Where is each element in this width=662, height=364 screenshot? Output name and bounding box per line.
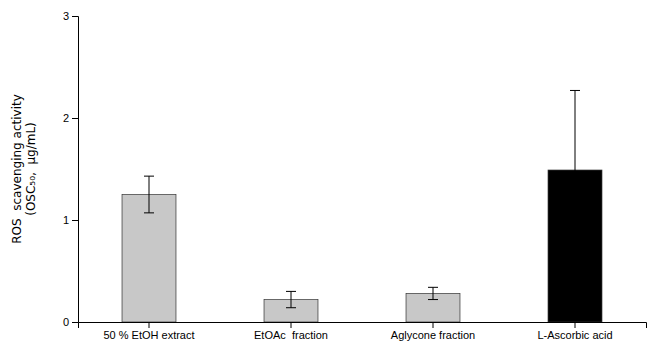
x-tick-label: Aglycone fraction <box>391 329 475 341</box>
y-axis-title-line: ROS scavenging activity <box>10 94 24 244</box>
x-tick-mark <box>575 322 576 328</box>
x-tick-mark <box>149 322 150 328</box>
x-axis-line <box>79 323 647 329</box>
chart: 0 1 2 3 50 % EtOH extract EtOAc fraction Aglyc… <box>0 0 662 364</box>
marks <box>122 90 602 322</box>
x-tick: 50 % EtOH extract <box>103 322 194 341</box>
x-axis: 50 % EtOH extract EtOAc fraction Aglycone … <box>79 322 647 341</box>
y-axis-title: ROS scavenging activity(OSC₅₀, μg/mL) <box>10 94 38 244</box>
y-axis-line <box>72 17 79 323</box>
x-tick-label: EtOAc fraction <box>254 329 328 341</box>
y-tick-mark <box>72 118 78 119</box>
x-tick: EtOAc fraction <box>254 322 328 341</box>
y-tick-label: 3 <box>63 10 69 22</box>
plot: 0 1 2 3 50 % EtOH extract EtOAc fraction Aglyc… <box>63 10 647 341</box>
y-tick: 3 <box>63 10 78 22</box>
x-tick-label: L-Ascorbic acid <box>537 329 612 341</box>
y-tick-mark <box>72 322 78 323</box>
y-tick-label: 1 <box>63 214 69 226</box>
y-tick-mark <box>72 220 78 221</box>
y-tick: 2 <box>63 112 78 124</box>
y-tick-mark <box>72 16 78 17</box>
y-tick-label: 2 <box>63 112 69 124</box>
y-axis: 0 1 2 3 <box>63 10 79 328</box>
x-tick-mark <box>433 322 434 328</box>
y-tick: 1 <box>63 214 78 226</box>
x-tick-mark <box>291 322 292 328</box>
error-bar <box>570 90 580 249</box>
y-tick: 0 <box>63 316 78 328</box>
error-bar <box>428 287 438 299</box>
x-tick: Aglycone fraction <box>391 322 475 341</box>
x-tick-label: 50 % EtOH extract <box>103 329 194 341</box>
error-bar <box>286 291 296 307</box>
error-bar <box>144 176 154 213</box>
y-tick-label: 0 <box>63 316 69 328</box>
x-tick: L-Ascorbic acid <box>537 322 612 341</box>
bar <box>122 195 176 323</box>
y-axis-title-line: (OSC₅₀, μg/mL) <box>24 122 38 216</box>
